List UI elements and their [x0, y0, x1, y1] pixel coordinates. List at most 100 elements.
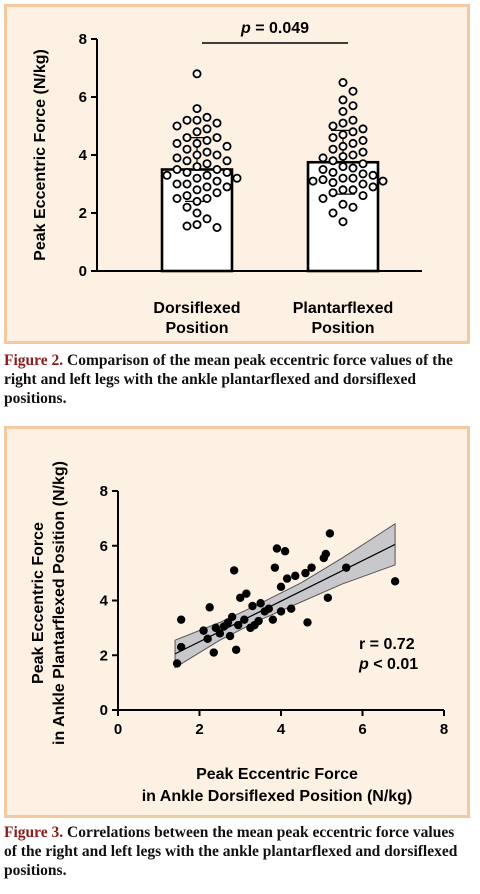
data-point [368, 182, 378, 192]
data-point [192, 162, 202, 172]
data-point [348, 173, 358, 183]
data-point [321, 549, 331, 559]
x-category-label: Position [165, 320, 228, 337]
y-tick-label: 2 [100, 647, 108, 664]
data-point [348, 202, 358, 212]
data-point [348, 101, 358, 111]
data-point [212, 118, 222, 128]
figure-3-caption: Figure 3. Correlations between the mean … [4, 823, 470, 880]
y-axis-label-line2: in Ankle Plantarflexed Position (N/kg) [51, 461, 68, 745]
data-point [318, 175, 328, 185]
data-point [286, 604, 296, 613]
x-tick-label: 6 [358, 721, 366, 738]
data-point [209, 648, 218, 657]
figure-3-text: Correlations between the mean peak eccen… [4, 824, 458, 879]
data-point [212, 176, 222, 186]
data-point [240, 615, 249, 624]
data-point [192, 220, 202, 230]
data-point [318, 164, 328, 174]
data-point [202, 147, 212, 157]
x-tick-label: 0 [114, 721, 122, 738]
data-point [172, 179, 182, 189]
y-tick-label: 6 [79, 89, 87, 106]
data-point [202, 159, 212, 169]
data-point [348, 115, 358, 125]
data-point [182, 191, 192, 201]
data-point [236, 593, 245, 602]
data-point [282, 574, 292, 583]
data-point [192, 173, 202, 183]
data-point [212, 164, 222, 174]
figure-2-label: Figure 2. [4, 352, 64, 369]
data-point [264, 604, 273, 613]
data-point [212, 133, 222, 143]
data-point [307, 563, 316, 572]
data-point [358, 135, 368, 145]
data-point [270, 563, 280, 572]
data-point [338, 107, 348, 117]
data-point [172, 138, 182, 148]
data-point [368, 170, 378, 180]
bar-chart-panel: 0 2 4 6 8 Peak Eccentric Force (N/kg) Dorsifle… [4, 4, 470, 344]
data-point [172, 153, 182, 163]
data-point [318, 193, 328, 203]
data-point [301, 568, 310, 578]
data-point [202, 124, 212, 134]
data-point [182, 202, 192, 212]
data-point [328, 144, 338, 154]
data-point [338, 130, 348, 140]
data-point [338, 151, 348, 161]
data-point [202, 182, 212, 192]
data-point [192, 127, 202, 137]
data-point [338, 185, 348, 195]
data-point [205, 603, 214, 612]
data-point [182, 221, 192, 231]
data-point [348, 86, 358, 96]
data-point [234, 620, 243, 630]
x-tick-label: 4 [277, 721, 286, 738]
data-point [276, 607, 286, 616]
regression-line [174, 543, 396, 655]
data-point [182, 133, 192, 143]
data-point [215, 629, 225, 638]
data-point [276, 582, 286, 592]
data-point [229, 566, 239, 575]
y-tick-label: 8 [79, 31, 87, 48]
data-point [328, 167, 338, 177]
data-point [318, 153, 328, 163]
y-axis-label-line1: Peak Eccentric Force [30, 522, 47, 684]
y-axis-label: Peak Eccentric Force (N/kg) [32, 49, 49, 261]
data-point [338, 173, 348, 183]
data-point [338, 162, 348, 172]
data-point [328, 178, 338, 188]
data-point [202, 193, 212, 203]
data-point [254, 616, 263, 626]
data-point [225, 631, 235, 641]
data-point [172, 164, 182, 174]
data-point [192, 138, 202, 148]
x-category-label: Position [311, 320, 374, 337]
data-point [192, 104, 202, 114]
data-point [358, 147, 368, 157]
figure-2-text: Comparison of the mean peak eccentric fo… [4, 352, 453, 407]
data-point [192, 208, 202, 218]
data-point [172, 121, 182, 131]
data-point [222, 167, 232, 177]
data-point [328, 208, 338, 218]
x-axis-label-line2: in Ankle Dorsiflexed Position (N/kg) [142, 788, 413, 805]
data-point [348, 138, 358, 148]
data-point [172, 659, 182, 668]
x-category-label: Dorsiflexed [153, 300, 240, 317]
data-point [338, 217, 348, 227]
data-point [328, 133, 338, 143]
data-point [272, 544, 282, 553]
data-point [222, 141, 232, 151]
x-tick-label: 2 [195, 721, 203, 738]
data-point [325, 529, 335, 538]
correlation-p: p < 0.01 [358, 656, 418, 673]
y-tick-label: 6 [100, 538, 108, 555]
data-point [358, 191, 368, 201]
data-point [342, 563, 351, 572]
data-point [222, 156, 232, 166]
x-category-label: Plantarflexed [293, 300, 393, 317]
